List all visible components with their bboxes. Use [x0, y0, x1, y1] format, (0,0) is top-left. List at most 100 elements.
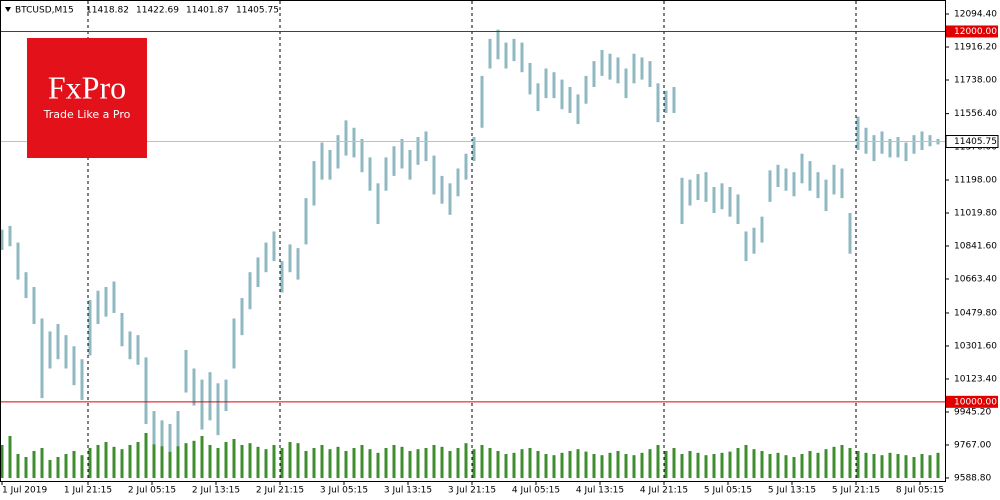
volume-bar [272, 445, 276, 478]
price-bar [336, 135, 340, 169]
y-tick-label: 9945.20 [954, 407, 991, 417]
volume-bar [632, 455, 636, 478]
volume-bar [408, 451, 412, 478]
y-tick-label: 10301.60 [954, 341, 997, 351]
level-label-box [946, 25, 998, 38]
price-bar [456, 168, 460, 197]
volume-bar [64, 454, 68, 478]
volume-bar [240, 445, 244, 478]
price-bar [808, 161, 812, 191]
price-bar [648, 61, 652, 88]
price-bar [448, 183, 452, 215]
volume-bar [120, 449, 124, 478]
price-bar [264, 242, 268, 273]
volume-bar [880, 455, 884, 478]
y-tick-label: 11198.00 [954, 175, 997, 185]
y-tick-label: 10663.40 [954, 274, 997, 284]
volume-bar [0, 445, 4, 478]
price-bar [496, 29, 500, 60]
volume-bar [392, 445, 396, 478]
price-bar [576, 94, 580, 125]
volume-bar [328, 449, 332, 478]
volume-bar [760, 451, 764, 478]
price-bar [240, 298, 244, 336]
price-bar [8, 225, 12, 247]
last-price-box [945, 135, 999, 149]
price-bar [480, 75, 484, 128]
volume-bar [424, 448, 428, 478]
volume-bar [672, 448, 676, 478]
price-bar [840, 168, 844, 199]
price-bar [864, 127, 868, 154]
volume-bar [104, 442, 108, 478]
volume-bar [784, 455, 788, 478]
volume-bar [8, 436, 12, 478]
y-tick-label: 9767.00 [954, 440, 991, 450]
price-bar [368, 157, 372, 191]
volume-bar [560, 452, 564, 478]
volume-bar [648, 449, 652, 478]
volume-bar [280, 448, 284, 478]
price-bar [816, 172, 820, 199]
price-bar [912, 135, 916, 154]
logo: FxPro Trade Like a Pro [27, 38, 147, 158]
price-bar [928, 135, 932, 147]
price-bar [464, 153, 468, 180]
price-bar [40, 318, 44, 399]
price-bar [536, 83, 540, 112]
price-bar [512, 38, 516, 62]
price-bar [176, 411, 180, 447]
volume-bar [144, 433, 148, 478]
price-bar [472, 137, 476, 162]
price-bar [736, 194, 740, 225]
price-bar [328, 149, 332, 180]
price-bar [920, 131, 924, 150]
price-bar [88, 299, 92, 356]
price-bar [656, 83, 660, 123]
volume-bar [864, 452, 868, 478]
y-tick-label: 9588.80 [954, 473, 991, 483]
price-bar [528, 62, 532, 95]
price-bar [120, 312, 124, 347]
level-label: 12000.00 [954, 27, 997, 37]
price-bar [744, 231, 748, 262]
price-bar [688, 179, 692, 206]
price-bar [272, 231, 276, 262]
price-bar [520, 42, 524, 73]
y-tick-label: 11019.80 [954, 208, 997, 218]
volume-bar [136, 442, 140, 478]
price-bar [392, 146, 396, 176]
price-bar [280, 261, 284, 293]
price-bar [400, 138, 404, 169]
volume-bar [152, 430, 156, 478]
symbol-menu[interactable] [5, 7, 11, 12]
price-bar [800, 153, 804, 184]
volume-bar [888, 452, 892, 478]
y-tick-label: 10123.40 [954, 374, 997, 384]
volume-bar [656, 445, 660, 478]
price-bar [320, 142, 324, 180]
volume-bar [600, 455, 604, 478]
volume-bar [904, 455, 908, 478]
logo-tagline: Trade Like a Pro [43, 108, 131, 121]
volume-bar [112, 446, 116, 478]
volume-bar [488, 448, 492, 478]
price-bar [760, 216, 764, 243]
level-label-box [946, 395, 998, 408]
y-tick-label: 10841.60 [954, 241, 997, 251]
price-bar [568, 87, 572, 113]
volume-bar [504, 454, 508, 478]
volume-bar [768, 454, 772, 478]
price-bar [384, 157, 388, 191]
volume-bar [384, 448, 388, 478]
x-tick-label: 3 Jul 05:15 [320, 486, 368, 496]
x-tick-label: 5 Jul 13:15 [768, 486, 816, 496]
volume-bar [920, 454, 924, 478]
volume-bar [792, 457, 796, 478]
price-bar [296, 248, 300, 280]
y-tick-label: 12094.40 [954, 9, 997, 19]
price-bar [832, 164, 836, 195]
volume-bar [832, 446, 836, 478]
price-bar [624, 68, 628, 99]
volume-bar [360, 445, 364, 478]
